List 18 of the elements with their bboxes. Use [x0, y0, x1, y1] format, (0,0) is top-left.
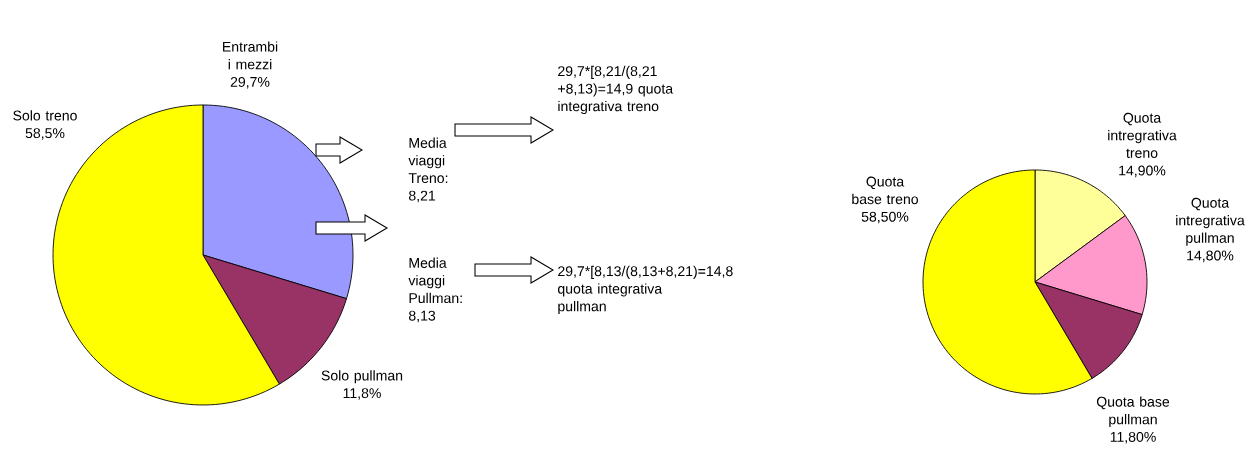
text: Media viaggi Pullman: 8,13 — [408, 257, 462, 323]
data-label: 11,80% — [1110, 431, 1156, 444]
data-label: 58,50% — [861, 211, 909, 224]
data-label: 11,8% — [343, 388, 381, 400]
data-label: 14,80% — [1187, 250, 1234, 263]
data-label: 29,7% — [230, 76, 270, 89]
slice-label: Entrambi i mezzi — [223, 41, 278, 70]
slice-label: Solo pullman — [321, 370, 403, 384]
slice-label: Quota base treno — [852, 176, 918, 205]
text: Media viaggi Treno: 8,21 — [408, 137, 448, 203]
data-label: 58,5% — [25, 128, 65, 140]
slice-label: Quota intregrativa treno — [1108, 112, 1177, 158]
text: 29,7*[8,13/(8,13+8,21)=14,8 quota integrativa pullman — [557, 265, 733, 315]
slice-label: Solo treno — [13, 110, 77, 121]
text: 29,7*[8,21/(8,21 +8,13)=14,9 quota integrativa treno — [558, 65, 674, 115]
slice-label: Quota base pullman — [1096, 396, 1170, 428]
data-label: 14,90% — [1119, 165, 1166, 178]
slice-label: Quota intregrativa pullman — [1176, 197, 1245, 246]
